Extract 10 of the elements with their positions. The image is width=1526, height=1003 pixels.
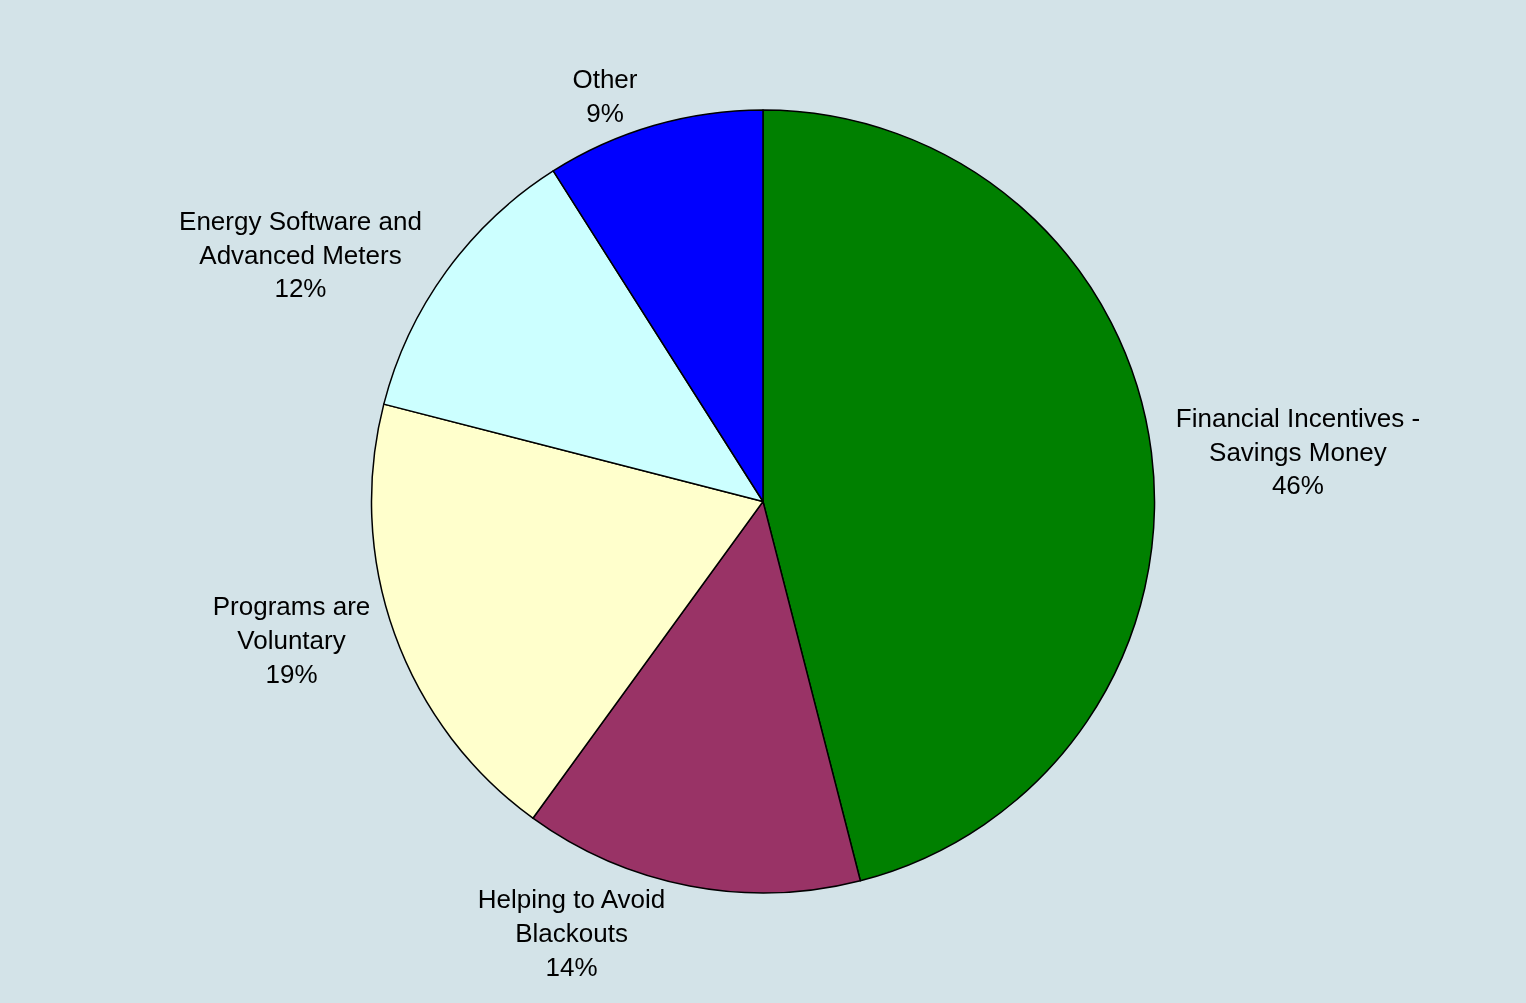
data-label: 9% xyxy=(586,98,624,129)
data-label: 46% xyxy=(1271,470,1324,501)
slice-label: Other xyxy=(572,64,638,95)
data-label: 12% xyxy=(274,273,327,304)
data-label: 14% xyxy=(545,951,598,982)
slice-label: Financial Incentives - Savings Money xyxy=(1175,402,1421,467)
slice-label: Programs are Voluntary xyxy=(212,590,371,655)
data-label: 19% xyxy=(265,658,318,689)
slice-label: Energy Software and Advanced Meters xyxy=(179,205,422,270)
slice-label: Helping to Avoid Blackouts xyxy=(477,884,666,949)
